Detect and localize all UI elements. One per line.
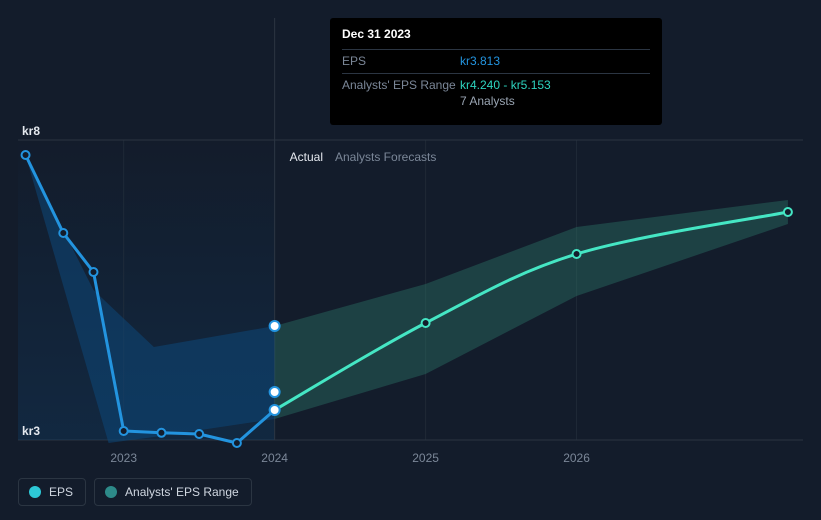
- tooltip-row-label: EPS: [342, 53, 460, 70]
- x-tick-label: 2025: [412, 451, 439, 465]
- region-actual-label: Actual: [290, 150, 323, 164]
- x-tick-label: 2026: [563, 451, 590, 465]
- tooltip-date: Dec 31 2023: [342, 26, 650, 50]
- legend-item-label: EPS: [49, 485, 73, 499]
- tooltip-row-value: kr3.813: [460, 53, 500, 70]
- region-forecast-label: Analysts Forecasts: [335, 150, 436, 164]
- y-tick-label: kr8: [22, 124, 40, 138]
- legend-swatch-icon: [29, 486, 41, 498]
- tooltip-row-sub: 7 Analysts: [460, 93, 551, 110]
- tooltip-row-value: kr4.240 - kr5.153: [460, 77, 551, 94]
- chart-legend: EPS Analysts' EPS Range: [18, 478, 252, 506]
- legend-item-label: Analysts' EPS Range: [125, 485, 239, 499]
- legend-item-eps[interactable]: EPS: [18, 478, 86, 506]
- tooltip-row-label: Analysts' EPS Range: [342, 77, 460, 111]
- chart-tooltip: Dec 31 2023 EPS kr3.813 Analysts' EPS Ra…: [330, 18, 662, 125]
- y-tick-label: kr3: [22, 424, 40, 438]
- legend-item-range[interactable]: Analysts' EPS Range: [94, 478, 252, 506]
- legend-swatch-icon: [105, 486, 117, 498]
- x-tick-label: 2024: [261, 451, 288, 465]
- x-tick-label: 2023: [110, 451, 137, 465]
- eps-chart: kr8 kr3 2023 2024 2025 2026 Actual Analy…: [0, 0, 821, 520]
